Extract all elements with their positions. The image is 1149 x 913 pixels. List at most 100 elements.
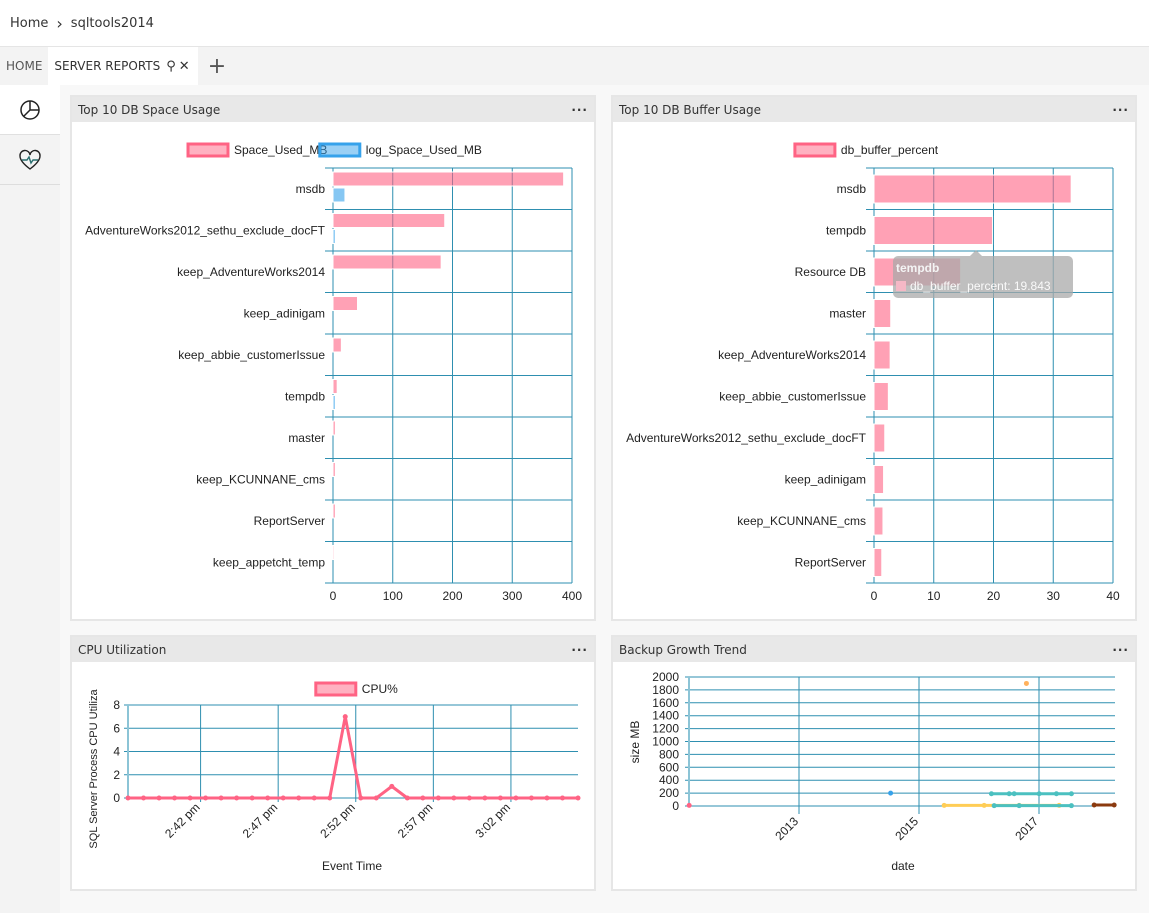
backup-point bbox=[1068, 791, 1074, 797]
backup-point bbox=[888, 790, 894, 796]
tab-label: HOME bbox=[6, 59, 43, 73]
category-label: Resource DB bbox=[795, 265, 866, 279]
space-usage-chart: Space_Used_MB log_Space_Used_MB 0 100 200 300… bbox=[85, 142, 582, 603]
sidebar-item-health[interactable] bbox=[0, 135, 60, 185]
tab-home[interactable]: HOME bbox=[0, 47, 48, 85]
x-tick-label: 40 bbox=[1106, 589, 1120, 603]
category-label: keep_adinigam bbox=[785, 472, 866, 486]
x-axis-label: Event Time bbox=[322, 859, 382, 873]
cpu-point bbox=[327, 795, 333, 801]
pin-icon[interactable]: ⚲ bbox=[166, 58, 176, 74]
y-tick-label: 4 bbox=[113, 745, 120, 759]
category-label: master bbox=[288, 431, 325, 445]
x-tick-label: 2:42 pm bbox=[162, 800, 203, 841]
bar-space-used-mb bbox=[332, 420, 336, 436]
pie-chart-icon bbox=[20, 99, 40, 120]
widget-title: CPU Utilization bbox=[78, 642, 167, 657]
y-tick-label: 2 bbox=[113, 768, 120, 782]
backup-growth-widget: Backup Growth Trend ··· 0 200 400 600 800 1000… bbox=[611, 635, 1137, 891]
tab-server-reports[interactable]: SERVER REPORTS ⚲ ✕ bbox=[48, 47, 198, 85]
backup-point bbox=[991, 803, 997, 809]
sidebar bbox=[0, 85, 60, 913]
breadcrumb-home[interactable]: Home bbox=[10, 15, 49, 31]
backup-point bbox=[1111, 802, 1117, 808]
backup-point bbox=[1053, 791, 1059, 797]
bar-log-space-used-mb bbox=[332, 187, 346, 203]
x-axis-label: date bbox=[891, 859, 915, 873]
y-tick-label: 1400 bbox=[652, 709, 679, 723]
category-label: tempdb bbox=[285, 389, 325, 403]
cpu-line bbox=[128, 715, 578, 800]
sidebar-item-reports[interactable] bbox=[0, 85, 60, 135]
cpu-point bbox=[389, 783, 395, 789]
chevron-right-icon: › bbox=[56, 13, 63, 33]
more-options-button[interactable]: ··· bbox=[571, 642, 588, 657]
backup-point bbox=[1006, 791, 1012, 797]
add-tab-button[interactable]: + bbox=[207, 53, 227, 79]
cpu-point bbox=[559, 795, 565, 801]
more-options-button[interactable]: ··· bbox=[571, 102, 588, 117]
bar-space-used-mb bbox=[332, 213, 446, 228]
x-tick-label: 2:52 pm bbox=[317, 800, 358, 841]
category-label: ReportServer bbox=[795, 555, 866, 569]
buffer-usage-chart: db_buffer_percent 0 10 20 30 40 msdb tempdb Reso… bbox=[626, 142, 1120, 603]
widget-title: Top 10 DB Space Usage bbox=[78, 102, 221, 117]
cpu-point bbox=[296, 795, 302, 801]
cpu-point bbox=[172, 795, 178, 801]
category-label: ReportServer bbox=[254, 514, 325, 528]
category-label: tempdb bbox=[826, 223, 866, 237]
cpu-point bbox=[404, 795, 410, 801]
backup-point bbox=[988, 791, 994, 797]
bar-db-buffer-percent bbox=[873, 299, 892, 328]
bar-space-used-mb bbox=[332, 337, 342, 353]
cpu-point bbox=[234, 795, 240, 801]
bar-db-buffer-percent bbox=[873, 506, 884, 536]
bar-db-buffer-percent bbox=[873, 465, 885, 494]
bar-db-buffer-percent bbox=[873, 216, 994, 245]
cpu-point bbox=[187, 795, 193, 801]
x-tick-label: 300 bbox=[502, 589, 522, 603]
cpu-point bbox=[575, 795, 581, 801]
tab-label: SERVER REPORTS bbox=[54, 59, 161, 73]
cpu-point bbox=[311, 795, 317, 801]
category-label: keep_AdventureWorks2014 bbox=[718, 348, 866, 362]
cpu-point bbox=[373, 795, 379, 801]
bar-db-buffer-percent bbox=[873, 423, 886, 453]
more-options-button[interactable]: ··· bbox=[1112, 102, 1129, 117]
category-label: master bbox=[829, 306, 866, 320]
bar-db-buffer-percent bbox=[873, 548, 883, 577]
cpu-point bbox=[141, 795, 147, 801]
tab-bar: HOME SERVER REPORTS ⚲ ✕ + bbox=[0, 47, 1149, 85]
category-label: keep_KCUNNANE_cms bbox=[196, 472, 325, 486]
legend-swatch bbox=[314, 681, 358, 697]
x-tick-label: 100 bbox=[383, 589, 403, 603]
bar-db-buffer-percent bbox=[873, 174, 1072, 204]
cpu-point bbox=[358, 795, 364, 801]
legend-swatch bbox=[186, 142, 230, 158]
legend-label: CPU% bbox=[362, 682, 398, 696]
cpu-point bbox=[513, 795, 519, 801]
legend-label: db_buffer_percent bbox=[841, 143, 939, 157]
x-tick-label: 2015 bbox=[892, 814, 921, 843]
cpu-point bbox=[265, 795, 271, 801]
x-tick-label: 20 bbox=[987, 589, 1001, 603]
cpu-point bbox=[435, 795, 441, 801]
category-label: keep_abbie_customerIssue bbox=[178, 348, 325, 362]
x-tick-label: 2:47 pm bbox=[240, 800, 281, 841]
legend-swatch bbox=[318, 142, 362, 158]
category-label: keep_adinigam bbox=[244, 306, 325, 320]
bar-space-used-mb bbox=[332, 503, 336, 519]
x-tick-label: 3:02 pm bbox=[472, 800, 513, 841]
breadcrumb-server[interactable]: sqltools2014 bbox=[70, 15, 154, 31]
bar-space-used-mb bbox=[332, 379, 338, 394]
bar-db-buffer-percent bbox=[873, 340, 891, 370]
category-label: keep_KCUNNANE_cms bbox=[737, 514, 866, 528]
tooltip bbox=[893, 250, 1073, 298]
backup-point bbox=[1091, 802, 1097, 808]
backup-point bbox=[1023, 680, 1029, 686]
more-options-button[interactable]: ··· bbox=[1112, 642, 1129, 657]
heart-pulse-icon bbox=[19, 149, 41, 170]
close-icon[interactable]: ✕ bbox=[178, 58, 190, 74]
backup-point bbox=[1016, 803, 1022, 809]
y-tick-label: 800 bbox=[659, 747, 679, 761]
